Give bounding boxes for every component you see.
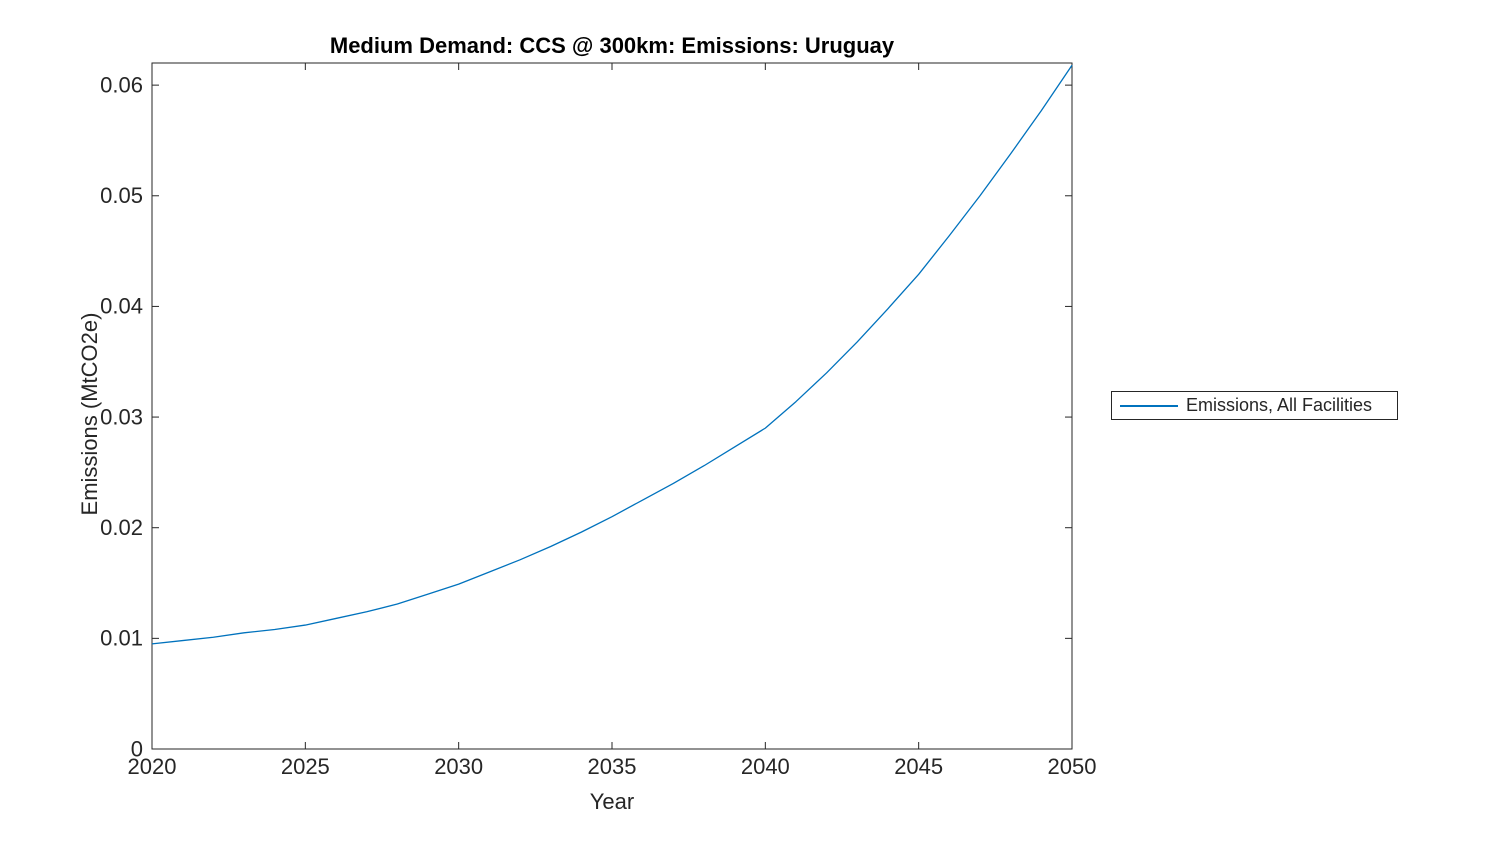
y-axis-label: Emissions (MtCO2e): [77, 312, 102, 516]
y-tick-label: 0.01: [100, 626, 143, 651]
y-tick-label: 0: [131, 736, 143, 761]
x-tick-label: 2030: [434, 754, 483, 779]
legend-line-sample: [1120, 404, 1178, 407]
legend-box: Emissions, All Facilities: [1111, 391, 1398, 420]
y-tick-label: 0.05: [100, 183, 143, 208]
x-tick-label: 2035: [588, 754, 637, 779]
y-tick-label: 0.06: [100, 72, 143, 97]
y-tick-label: 0.03: [100, 404, 143, 429]
x-tick-label: 2020: [128, 754, 177, 779]
legend-label: Emissions, All Facilities: [1186, 395, 1373, 415]
y-tick-label: 0.04: [100, 294, 143, 319]
y-tick-label: 0.02: [100, 515, 143, 540]
chart-title: Medium Demand: CCS @ 300km: Emissions: U…: [329, 33, 895, 58]
series-line: [151, 64, 1073, 645]
x-axis-label: Year: [589, 789, 635, 814]
x-tick-label: 2040: [741, 754, 790, 779]
x-tick-label: 2050: [1048, 754, 1097, 779]
x-tick-label: 2025: [281, 754, 330, 779]
axis-box: [151, 62, 1073, 750]
x-tick-label: 2045: [894, 754, 943, 779]
